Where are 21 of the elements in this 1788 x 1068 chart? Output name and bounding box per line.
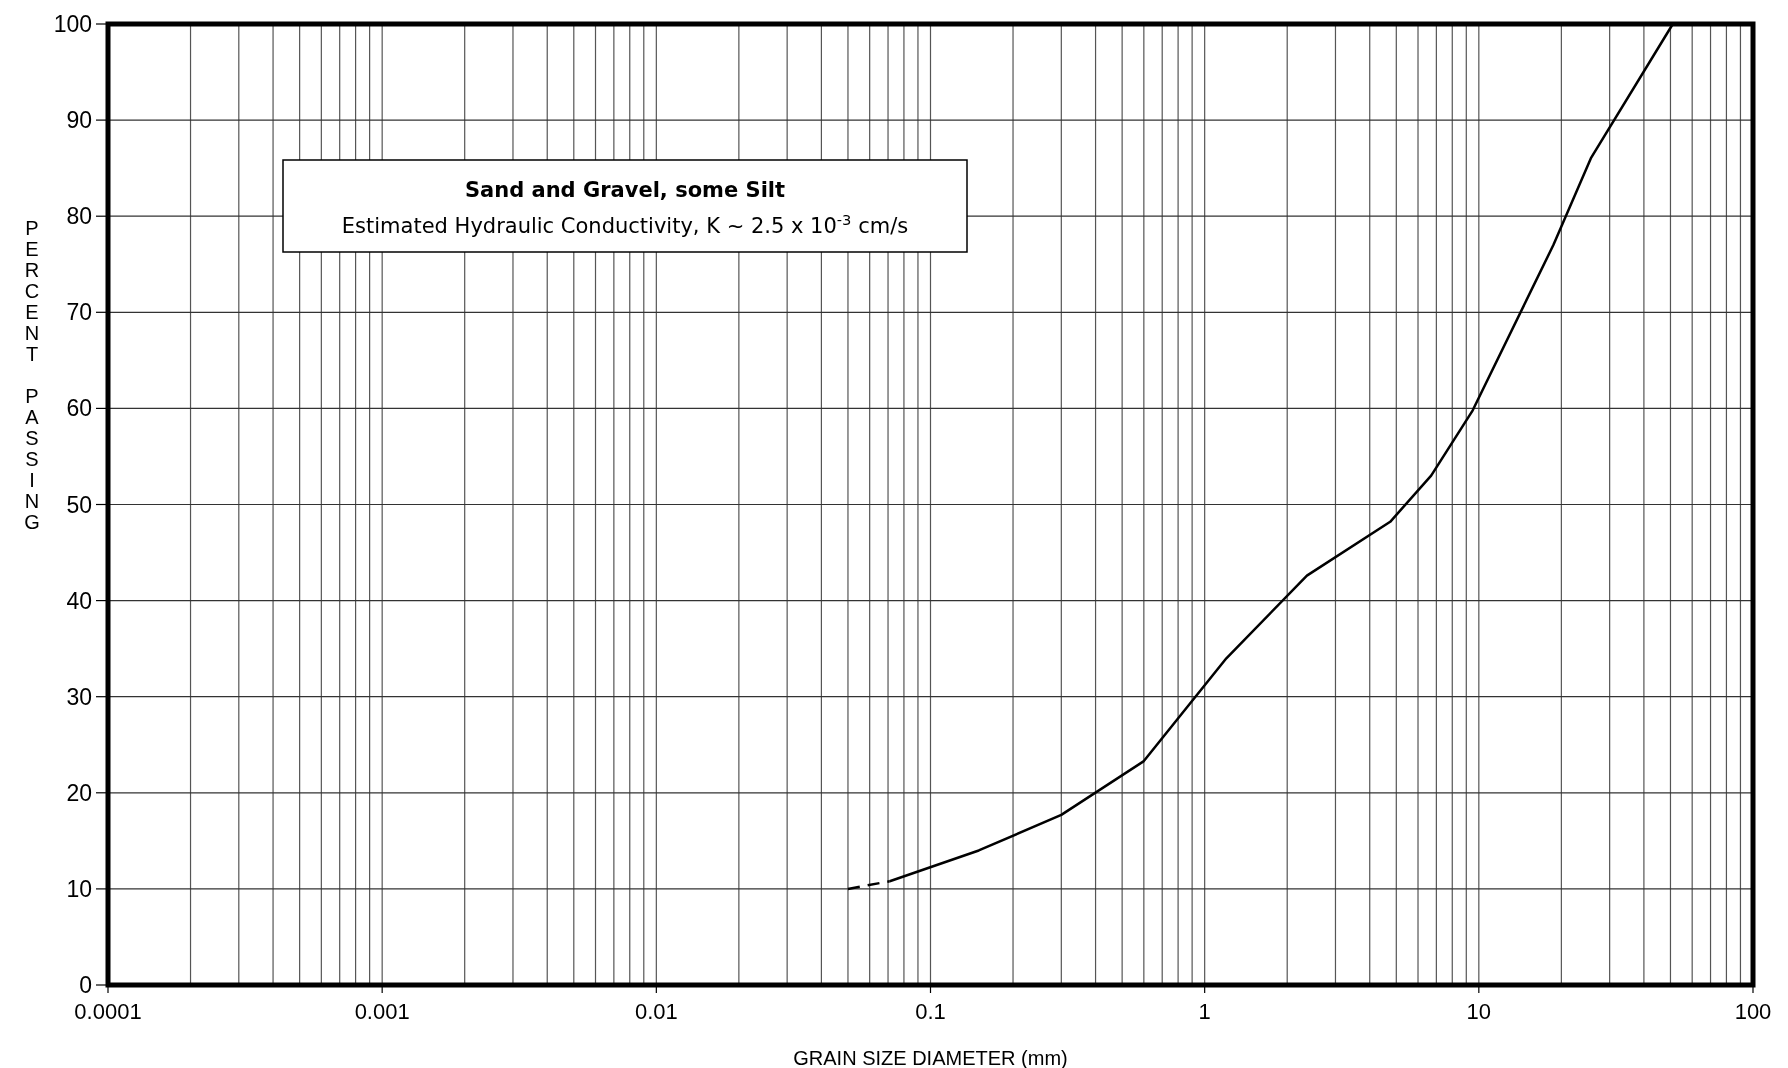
y-tick-label: 80 [66,203,92,230]
y-tick-label: 60 [66,395,92,422]
y-tick-label: 50 [66,491,92,518]
annotation: Estimated Hydraulic Conductivity, K ~ 2.5 x 10$^{-3}$ cm/s [341,210,909,238]
y-tick-label: 10 [66,875,92,902]
y-tick-label: 40 [66,587,92,614]
x-tick-label: 1 [1198,999,1211,1024]
x-tick-label: 0.001 [354,999,410,1024]
y-tick-label: 90 [66,107,92,134]
x-tick-label: 10 [1466,999,1492,1024]
y-tick-label: 100 [53,11,92,38]
y-tick-label: 30 [66,683,92,710]
x-tick-label: 100 [1734,999,1772,1024]
x-tick-label: 0.01 [634,999,678,1024]
text: PERCENT PASSING [24,217,40,533]
x-tick-label: 0.0001 [74,999,142,1024]
y-tick-label: 0 [79,972,92,999]
y-tick-label: 20 [66,779,92,806]
annotation: Sand and Gravel, some Silt [464,178,786,202]
x-tick-label: 0.1 [915,999,946,1024]
y-tick-label: 70 [66,299,92,326]
